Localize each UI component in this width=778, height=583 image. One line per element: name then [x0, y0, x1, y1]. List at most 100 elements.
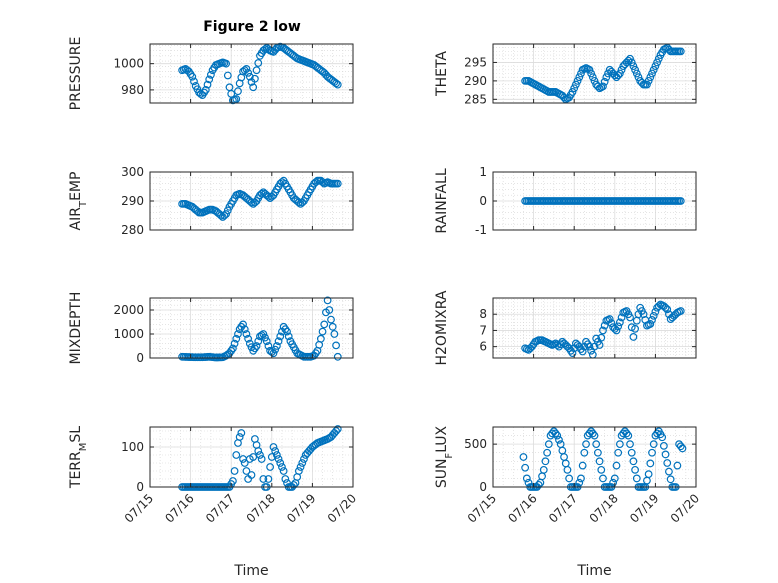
data-point [627, 58, 636, 67]
data-point [327, 315, 335, 324]
data-point [632, 69, 641, 78]
y-tick-label: 300 [121, 165, 144, 179]
x-tick-label: 07/18 [587, 491, 621, 525]
data-point [602, 73, 611, 82]
x-tick-label: 07/16 [162, 491, 196, 525]
data-point [597, 465, 606, 474]
data-point [254, 447, 263, 455]
data-point [234, 87, 242, 96]
data-point [587, 69, 596, 78]
data-point [605, 315, 614, 323]
data-point [575, 73, 584, 82]
data-point [271, 447, 280, 455]
x-tick-label: 07/15 [465, 491, 499, 525]
data-point [568, 349, 577, 358]
data-point [249, 453, 258, 461]
data-point [631, 324, 639, 333]
data-point [571, 80, 580, 89]
data-point [580, 448, 589, 457]
data-point [254, 337, 263, 346]
data-point [252, 342, 261, 350]
data-point [333, 80, 342, 89]
data-point [631, 65, 639, 74]
axes-box [149, 426, 354, 488]
data-point [242, 65, 251, 73]
y-tick-label: 1000 [113, 327, 144, 341]
data-point [242, 330, 251, 338]
subplot-theta: 285 290 295 THETA [434, 43, 697, 106]
data-point [323, 296, 332, 305]
data-point [332, 79, 340, 88]
data-point [250, 74, 259, 83]
subplot-air-temp: 280 290 300 AIRTEMP [68, 165, 354, 237]
y-tick-label: 500 [464, 437, 487, 451]
data-point [300, 455, 308, 463]
data-point [588, 429, 597, 438]
y-tick-label: 0 [479, 194, 487, 208]
data-point [269, 443, 278, 451]
data-point [676, 442, 685, 451]
data-point [278, 463, 286, 471]
data-point [663, 305, 672, 314]
data-point [648, 315, 656, 324]
data-point [519, 453, 528, 461]
y-tick-label: 290 [121, 194, 144, 208]
data-point [259, 475, 268, 483]
data-point [254, 59, 263, 67]
y-tick-label: 285 [464, 92, 487, 106]
data-point [593, 82, 602, 91]
data-point [294, 467, 303, 475]
data-point [274, 337, 283, 346]
data-point [610, 474, 619, 483]
data-point [666, 475, 675, 484]
y-tick-label: 100 [121, 440, 144, 454]
data-point [271, 345, 280, 354]
data-point [597, 333, 606, 342]
data-point [560, 93, 568, 102]
y-axis-label: SUNFLUX [434, 425, 455, 488]
data-point [578, 461, 587, 470]
data-point [648, 69, 656, 78]
data-point [333, 425, 342, 433]
data-point [619, 429, 628, 438]
data-point [590, 76, 599, 85]
data-point [548, 429, 557, 438]
data-point [663, 459, 672, 467]
data-point [614, 448, 623, 457]
y-tick-label: 1 [479, 165, 487, 179]
subplot-h2omixra: 6 7 8 H2OMIXRA [434, 290, 697, 366]
data-point [325, 306, 334, 314]
data-point [235, 433, 244, 441]
data-point [612, 326, 621, 335]
data-point [328, 322, 337, 331]
data-point [223, 71, 232, 80]
data-point [264, 192, 273, 201]
data-point [570, 84, 579, 93]
data-point [267, 453, 276, 461]
data-point [247, 198, 256, 207]
y-tick-label: 7 [479, 323, 487, 337]
data-point [646, 320, 655, 328]
data-point [646, 73, 655, 82]
data-point [228, 344, 237, 353]
data-point [230, 467, 239, 475]
y-axis-label: THETA [434, 51, 450, 97]
data-point [582, 440, 590, 449]
data-point [626, 54, 634, 63]
data-point [274, 455, 283, 463]
data-point [649, 440, 658, 449]
y-axis-label: PRESSURE [68, 37, 84, 111]
data-point [678, 444, 687, 453]
data-point [649, 311, 658, 320]
data-point [205, 75, 214, 84]
data-point [332, 427, 340, 435]
data-point [609, 478, 618, 487]
data-point [658, 433, 667, 442]
data-point [626, 313, 634, 322]
data-point [631, 465, 639, 474]
data-point [599, 474, 607, 483]
data-point [232, 451, 241, 459]
data-point [649, 65, 658, 74]
data-point [624, 431, 633, 440]
y-axis-label: RAINFALL [434, 168, 450, 233]
